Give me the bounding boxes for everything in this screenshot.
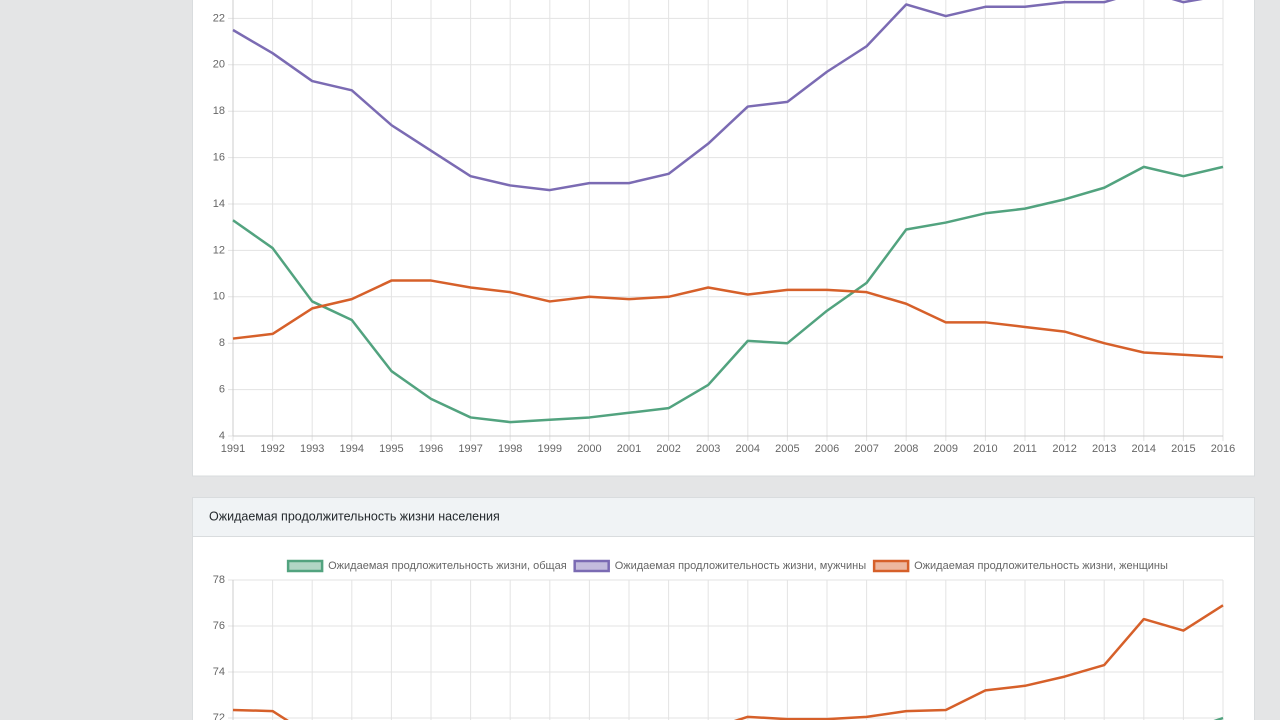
x-tick-label: 1992 bbox=[260, 443, 284, 455]
y-tick-label: 14 bbox=[213, 198, 225, 210]
card-title: Ожидаемая продолжительность жизни населе… bbox=[209, 509, 500, 523]
y-tick-label: 76 bbox=[213, 620, 225, 632]
x-tick-label: 1998 bbox=[498, 443, 522, 455]
x-tick-label: 1999 bbox=[538, 443, 562, 455]
legend-swatch bbox=[573, 559, 610, 573]
x-tick-label: 2003 bbox=[696, 443, 720, 455]
x-tick-label: 1996 bbox=[419, 443, 443, 455]
x-tick-label: 2015 bbox=[1171, 443, 1195, 455]
x-tick-label: 1994 bbox=[340, 443, 364, 455]
y-tick-label: 6 bbox=[219, 384, 225, 396]
card bbox=[192, 0, 1255, 477]
x-tick-label: 1993 bbox=[300, 443, 324, 455]
x-tick-label: 2002 bbox=[656, 443, 680, 455]
legend-label: Ожидаемая продложительность жизни, общая bbox=[328, 560, 567, 572]
x-tick-label: 2010 bbox=[973, 443, 997, 455]
x-tick-label: 1997 bbox=[458, 443, 482, 455]
card-header bbox=[193, 498, 1254, 536]
x-tick-label: 1995 bbox=[379, 443, 403, 455]
series-line bbox=[232, 604, 1224, 720]
y-tick-label: 72 bbox=[213, 712, 225, 720]
x-tick-label: 2000 bbox=[577, 443, 601, 455]
x-tick-label: 2011 bbox=[1013, 443, 1037, 455]
y-tick-label: 78 bbox=[213, 574, 225, 586]
x-tick-label: 2007 bbox=[854, 443, 878, 455]
x-tick-label: 2013 bbox=[1092, 443, 1116, 455]
x-tick-label: 2009 bbox=[934, 443, 958, 455]
legend-swatch bbox=[872, 559, 910, 573]
y-tick-label: 74 bbox=[213, 666, 225, 678]
x-tick-label: 2001 bbox=[617, 443, 641, 455]
legend-label: Ожидаемая продложительность жизни, женщи… bbox=[914, 560, 1168, 572]
x-tick-label: 2005 bbox=[775, 443, 799, 455]
series-line bbox=[232, 0, 1203, 192]
y-tick-label: 18 bbox=[213, 105, 225, 117]
y-tick-label: 8 bbox=[219, 337, 225, 349]
y-tick-label: 12 bbox=[213, 244, 225, 256]
legend-swatch bbox=[286, 559, 324, 573]
series-line bbox=[232, 165, 1224, 424]
x-tick-label: 2012 bbox=[1052, 443, 1076, 455]
series-line bbox=[232, 279, 1224, 359]
y-tick-label: 4 bbox=[219, 430, 225, 442]
y-tick-label: 20 bbox=[213, 59, 225, 71]
y-tick-label: 10 bbox=[213, 291, 225, 303]
x-tick-label: 2014 bbox=[1132, 443, 1156, 455]
x-tick-label: 2016 bbox=[1211, 443, 1235, 455]
y-tick-label: 22 bbox=[213, 12, 225, 24]
x-tick-label: 2008 bbox=[894, 443, 918, 455]
x-tick-label: 1991 bbox=[221, 443, 245, 455]
legend-label: Ожидаемая продложительность жизни, мужчи… bbox=[615, 560, 867, 572]
x-tick-label: 2004 bbox=[736, 443, 760, 455]
y-tick-label: 16 bbox=[213, 152, 225, 164]
x-tick-label: 2006 bbox=[815, 443, 839, 455]
